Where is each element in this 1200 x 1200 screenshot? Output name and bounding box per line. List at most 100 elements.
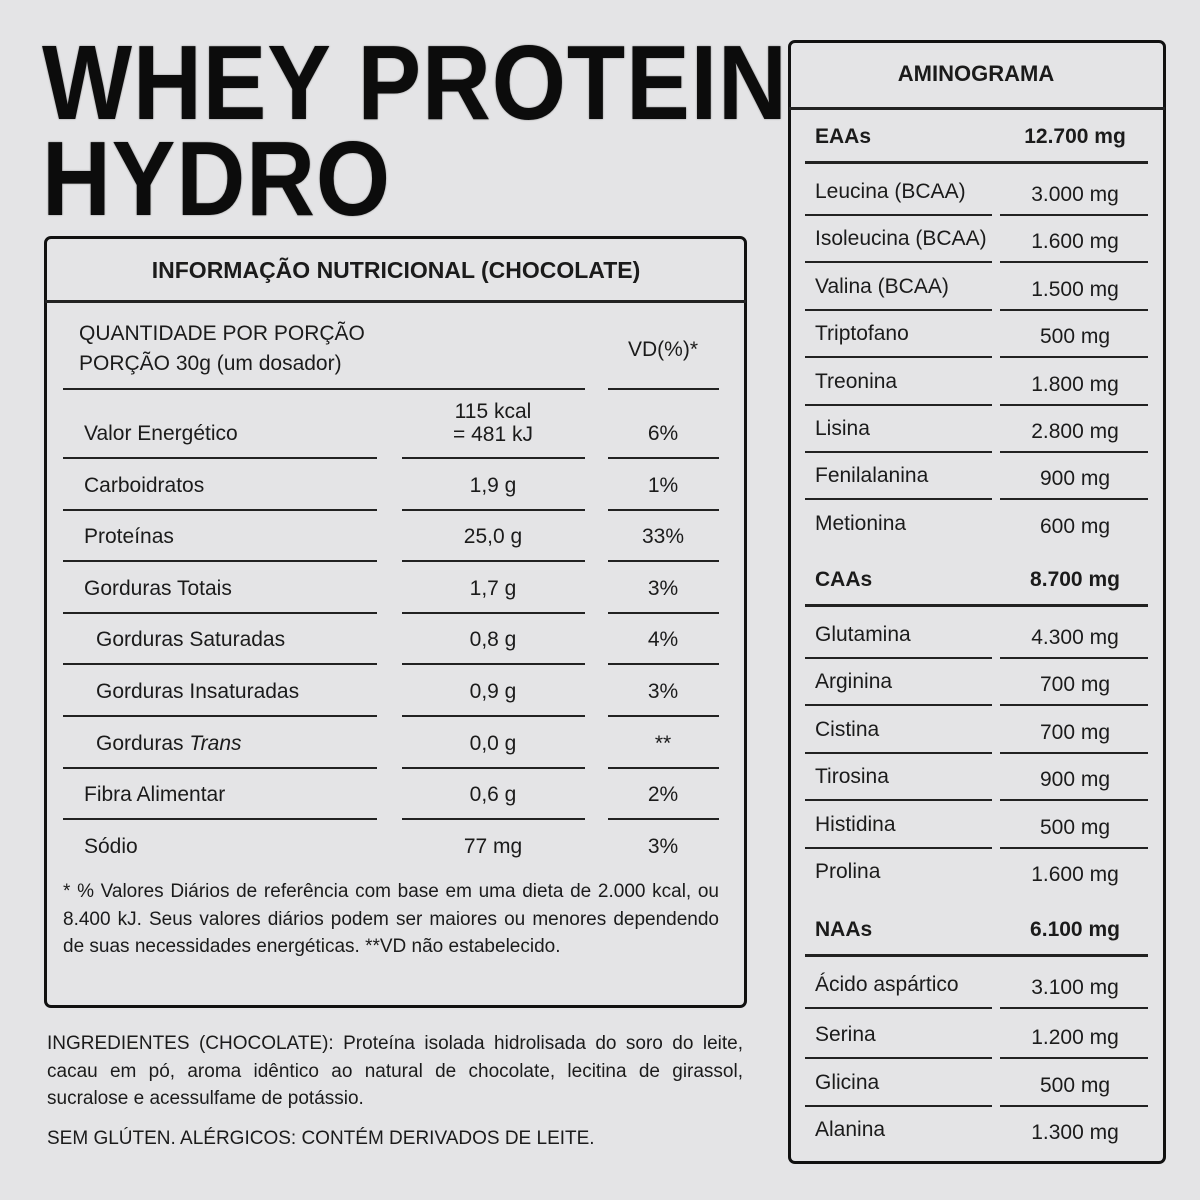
divider — [608, 560, 719, 563]
divider — [805, 261, 992, 264]
divider — [789, 107, 1165, 110]
divider — [63, 560, 377, 563]
divider — [402, 560, 585, 563]
divider — [608, 663, 719, 666]
nutrient-value: 25,0 g — [463, 525, 523, 549]
amino-name: Arginina — [815, 670, 893, 694]
divider — [45, 300, 746, 303]
amino-value: 900 mg — [1039, 768, 1111, 792]
amino-name: Treonina — [815, 369, 898, 393]
divider — [402, 766, 585, 769]
nutrient-name: Gorduras Totais — [84, 576, 232, 600]
amino-name: Ácido aspártico — [815, 973, 959, 996]
nutrient-label: Fibra Alimentar — [84, 784, 225, 805]
amino-name: Metionina — [815, 511, 907, 535]
amino-value: 500 mg — [1039, 325, 1111, 349]
divider — [402, 715, 585, 717]
divider — [608, 611, 719, 614]
nutrient-label: Gorduras Trans — [96, 733, 242, 754]
divider — [805, 751, 992, 754]
amino-group-total: 12.700 mg — [1024, 125, 1126, 148]
amino-name: Isoleucina (BCAA) — [815, 227, 987, 251]
nutrient-value: 0,9 g — [469, 680, 517, 703]
nutrient-name: Sódio — [84, 834, 138, 858]
amino-name: Leucina (BCAA) — [815, 180, 966, 203]
amino-value: 1.300 mg — [1031, 1121, 1119, 1145]
nutrient-vd: 2% — [647, 783, 679, 807]
divider — [1000, 403, 1148, 406]
divider — [1000, 799, 1148, 802]
nutrient-vd: 3% — [647, 576, 679, 600]
divider — [1000, 498, 1148, 501]
divider — [1000, 214, 1148, 216]
aminograma-panel — [788, 40, 1166, 1164]
amino-name: Glutamina — [815, 623, 911, 646]
nutrient-label: Carboidratos — [84, 475, 204, 496]
amino-name: Triptofano — [815, 322, 909, 346]
product-title-line2: HYDRO — [42, 120, 392, 238]
divider — [402, 611, 585, 614]
divider — [63, 818, 377, 821]
divider — [805, 704, 992, 707]
nutrient-vd: 3% — [647, 834, 679, 858]
nutrient-name: Gorduras — [96, 731, 190, 755]
amino-name: Serina — [815, 1023, 876, 1047]
vd-header: VD(%)* — [627, 338, 699, 361]
divider — [805, 451, 992, 453]
amino-name: Lisina — [815, 417, 870, 440]
nutrient-label: Valor Energético — [84, 423, 238, 444]
divider — [805, 161, 1148, 164]
amino-value: 1.600 mg — [1031, 230, 1119, 254]
amino-value: 600 mg — [1039, 514, 1111, 538]
nutrient-value: 115 kcal — [454, 400, 532, 423]
divider — [805, 498, 992, 501]
amino-value: 1.800 mg — [1031, 372, 1119, 396]
nutrient-label: Gorduras Saturadas — [96, 629, 285, 650]
divider — [63, 766, 377, 769]
amino-group-name: CAAs — [815, 568, 873, 591]
divider — [805, 214, 992, 216]
divider — [402, 508, 585, 511]
amino-name: Valina (BCAA) — [815, 274, 949, 298]
divider — [402, 663, 585, 666]
amino-value: 700 mg — [1039, 720, 1111, 744]
nutrient-value: 0,0 g — [469, 731, 517, 755]
divider — [608, 818, 719, 821]
nutrient-name: Fibra Alimentar — [84, 783, 226, 807]
nutrient-vd: 6% — [647, 422, 679, 445]
divider — [805, 1057, 992, 1060]
divider — [805, 403, 992, 406]
nutrient-name: Gorduras Saturadas — [96, 628, 286, 652]
amino-value: 1.200 mg — [1031, 1026, 1119, 1050]
divider — [1000, 451, 1148, 453]
nutrient-name: Gorduras Insaturadas — [96, 680, 300, 703]
nutrition-facts-panel — [44, 236, 747, 1008]
footnote: * % Valores Diários de referência com ba… — [63, 881, 719, 957]
divider — [608, 388, 719, 390]
nutrient-vd: ** — [654, 731, 672, 755]
divider — [1000, 308, 1148, 311]
nutrient-value: 0,6 g — [469, 783, 517, 807]
divider — [63, 715, 377, 717]
amino-name: Alanina — [815, 1118, 886, 1142]
divider — [805, 846, 992, 849]
amino-value: 4.300 mg — [1031, 626, 1119, 649]
amino-group-name: EAAs — [815, 125, 872, 148]
nutrient-vd: 4% — [647, 628, 679, 652]
amino-name: Tirosina — [815, 765, 889, 789]
divider — [805, 799, 992, 802]
quantity-label: QUANTIDADE POR PORÇÃO — [79, 322, 365, 345]
amino-value: 900 mg — [1039, 467, 1111, 491]
divider — [805, 954, 1148, 957]
divider — [1000, 356, 1148, 359]
ingredients: INGREDIENTES (CHOCOLATE): Proteína isola… — [47, 1033, 743, 1109]
product-title-line1: WHEY PROTEIN — [42, 24, 788, 142]
divider — [805, 657, 992, 659]
amino-value: 1.600 mg — [1031, 863, 1119, 886]
amino-value: 2.800 mg — [1031, 420, 1119, 443]
amino-name: Fenilalanina — [815, 464, 929, 488]
divider — [63, 457, 377, 459]
divider — [63, 508, 377, 511]
amino-value: 1.500 mg — [1031, 277, 1119, 301]
divider — [402, 818, 585, 821]
